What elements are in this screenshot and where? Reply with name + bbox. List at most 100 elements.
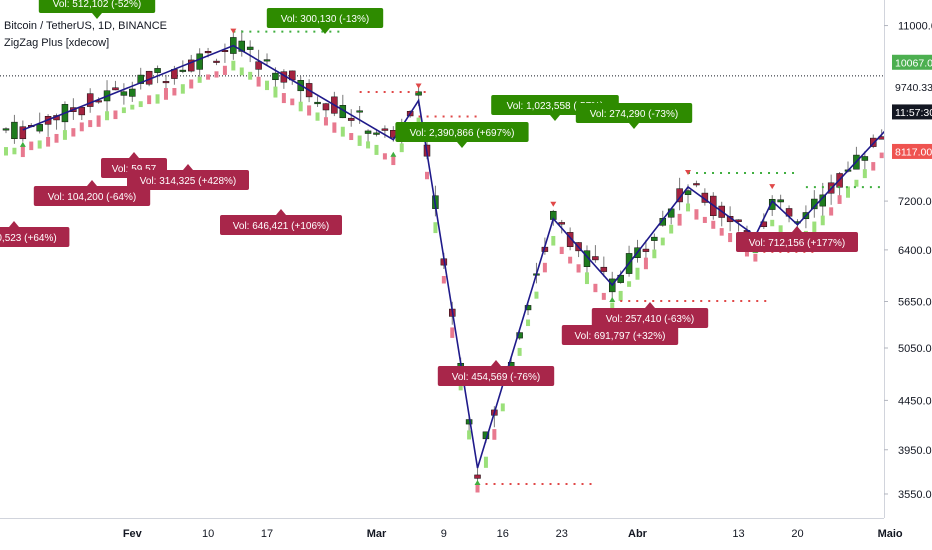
envelope-candle — [601, 292, 606, 300]
envelope-candle — [526, 319, 531, 327]
envelope-candle — [290, 98, 295, 106]
bull-candle — [246, 46, 254, 50]
envelope-candle — [54, 133, 59, 143]
bear-candle — [204, 51, 212, 54]
envelope-candle — [702, 216, 707, 223]
envelope-candle — [96, 115, 101, 127]
candles — [2, 29, 932, 491]
svg-text:Vol: 2,390,866 (+697%): Vol: 2,390,866 (+697%) — [410, 128, 515, 139]
bull-candle — [11, 121, 18, 139]
high-level-badge: 10067.00 — [892, 54, 932, 70]
envelope-candle — [753, 253, 758, 262]
time-tick-label: 20 — [791, 528, 803, 540]
svg-text:11:57:30: 11:57:30 — [895, 107, 932, 119]
bull-candle — [272, 72, 279, 81]
envelope-candle — [256, 76, 261, 87]
svg-text:Vol: 104,200 (-64%): Vol: 104,200 (-64%) — [48, 192, 136, 203]
bull-candle — [659, 218, 667, 226]
pivot-high-marker — [550, 201, 557, 207]
bear-candle — [162, 81, 170, 84]
envelope-candle — [635, 267, 640, 280]
bull-candle — [314, 101, 321, 105]
bear-candle — [381, 128, 389, 131]
envelope-candle — [871, 162, 876, 171]
volume-label: Vol: 314,325 (+428%) — [127, 164, 249, 190]
envelope-candle — [298, 101, 303, 112]
price-tick-label: 4450.00 — [898, 395, 932, 407]
volume-label: Vol: 2,390,866 (+697%) — [395, 122, 529, 148]
envelope-candle — [719, 228, 724, 236]
envelope-candle — [399, 143, 404, 153]
bull-candle — [196, 53, 203, 70]
bull-candle — [120, 91, 128, 96]
envelope-candle — [88, 120, 93, 128]
bear-candle — [600, 266, 608, 272]
envelope-candle — [610, 302, 615, 311]
envelope-candle — [105, 111, 110, 121]
pivot-low-marker — [609, 296, 616, 302]
envelope-candle — [349, 133, 354, 141]
bull-candle — [179, 69, 187, 72]
current-price-badge: 9740.33 — [892, 79, 932, 95]
envelope-candle — [643, 257, 648, 270]
bear-candle — [255, 61, 262, 70]
envelope-candle — [155, 94, 160, 104]
time-tick-label: 9 — [441, 528, 447, 540]
volume-label: Vol: 257,410 (-63%) — [591, 302, 709, 328]
envelope-candle — [29, 141, 34, 151]
envelope-candle — [4, 147, 8, 156]
time-axis[interactable]: Fev1017Mar91623Abr1320Maio1118 — [0, 518, 932, 550]
bull-candle — [777, 199, 784, 203]
symbol-title[interactable]: Bitcoin / TetherUS, 1D, BINANCE — [4, 20, 168, 32]
envelope-candle — [576, 264, 581, 273]
pivot-high-marker — [230, 28, 237, 34]
envelope-candle — [189, 79, 194, 89]
low-level-badge: 8117.00 — [892, 143, 932, 159]
chart-legend: Bitcoin / TetherUS, 1D, BINANCE ZigZag P… — [4, 18, 167, 52]
price-tick-label: 11000.00 — [898, 21, 932, 33]
envelope-candle — [728, 232, 733, 243]
price-tick-label: 5050.00 — [898, 343, 932, 355]
envelope-candle — [113, 110, 118, 120]
bull-candle — [364, 130, 372, 134]
envelope-candle — [214, 71, 219, 78]
envelope-candle — [239, 67, 244, 76]
indicator-title[interactable]: ZigZag Plus [xdecow] — [4, 37, 110, 49]
envelope-candle — [618, 290, 623, 301]
envelope-candle — [820, 215, 825, 226]
envelope-candle — [425, 171, 429, 180]
price-tick-label: 7200.00 — [898, 196, 932, 208]
price-axis[interactable]: 11000.00 7200.00 6400.00 5650.00 5050.00 4450… — [884, 0, 932, 550]
svg-text:Vol: 512,102 (-52%): Vol: 512,102 (-52%) — [53, 0, 141, 10]
envelope-candle — [273, 86, 278, 98]
envelope-candle — [450, 327, 455, 338]
envelope-candle — [829, 207, 834, 216]
zigzag-line — [22, 44, 932, 469]
envelope-candle — [231, 60, 236, 71]
bear-candle — [19, 126, 27, 140]
svg-text:Vol: 712,156 (+177%): Vol: 712,156 (+177%) — [749, 238, 845, 249]
time-tick-label: Mar — [367, 528, 387, 540]
envelope-candle — [584, 272, 589, 285]
svg-text:Vol: 691,797 (+32%): Vol: 691,797 (+32%) — [575, 331, 666, 342]
price-tick-label: 3550.00 — [898, 489, 932, 501]
time-tick-label: 17 — [261, 528, 273, 540]
bear-candle — [322, 103, 330, 111]
price-tick-label: 6400.00 — [898, 245, 932, 257]
volume-label: Vol: 274,290 (-73%) — [575, 103, 693, 129]
volume-label: Vol: 300,130 (-13%) — [266, 8, 384, 34]
time-tick-label: Abr — [628, 528, 648, 540]
bull-candle — [356, 110, 363, 113]
envelope-candle — [534, 291, 539, 299]
price-tick-label: 3950.00 — [898, 445, 932, 457]
envelope-candle — [281, 93, 286, 104]
envelope-candle — [340, 126, 345, 137]
envelope-candle — [686, 203, 691, 212]
envelope-candle — [652, 249, 657, 259]
svg-text:8117.00: 8117.00 — [895, 146, 932, 158]
envelope-candle — [517, 347, 522, 356]
envelope-candle — [500, 403, 505, 412]
envelope-candle — [307, 105, 312, 116]
envelope-candle — [694, 209, 699, 220]
